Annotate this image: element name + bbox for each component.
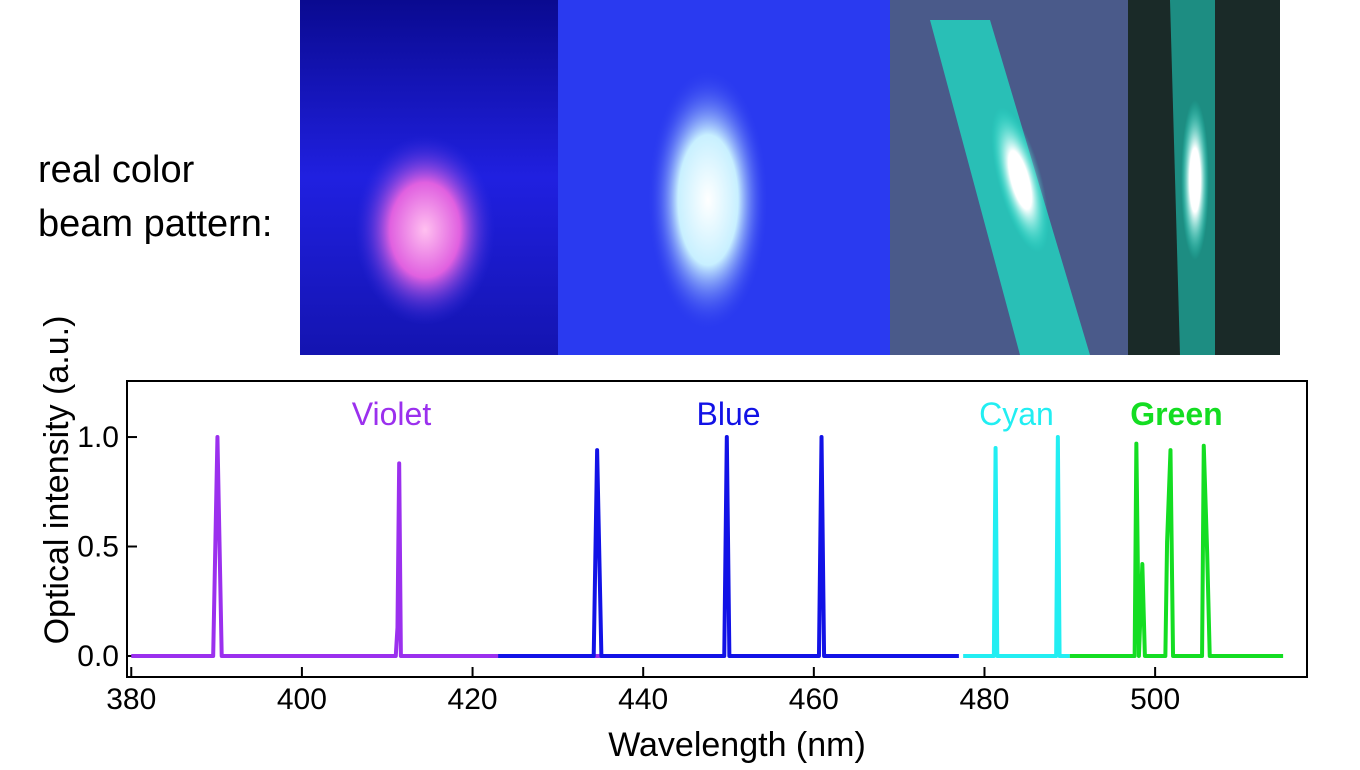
photo-caption: real color [38, 149, 195, 191]
spectrum-line [498, 435, 959, 658]
photo-caption: beam pattern: [38, 203, 272, 245]
spectrum-line [131, 435, 652, 658]
x-axis-label: Wavelength (nm) [608, 726, 866, 764]
series-label: Green [1130, 396, 1222, 432]
x-tick-label: 480 [959, 683, 1009, 716]
x-tick-label: 460 [789, 683, 839, 716]
series-label: Violet [352, 396, 432, 432]
y-tick-label: 0.0 [77, 640, 119, 673]
y-tick-label: 1.0 [77, 421, 119, 454]
plot-frame [126, 380, 1308, 678]
x-tick-label: 380 [106, 683, 156, 716]
x-tick-label: 440 [618, 683, 668, 716]
series-label: Cyan [979, 396, 1054, 432]
y-axis-label: Optical intensity (a.u.) [38, 316, 76, 645]
x-tick-label: 400 [277, 683, 327, 716]
spectrum-line [963, 435, 1070, 658]
spectrum-line [1069, 441, 1284, 658]
beam-photos [300, 0, 1280, 355]
x-tick-label: 500 [1130, 683, 1180, 716]
x-tick-label: 420 [448, 683, 498, 716]
series-label: Blue [696, 396, 760, 432]
y-tick-label: 0.5 [77, 531, 119, 564]
